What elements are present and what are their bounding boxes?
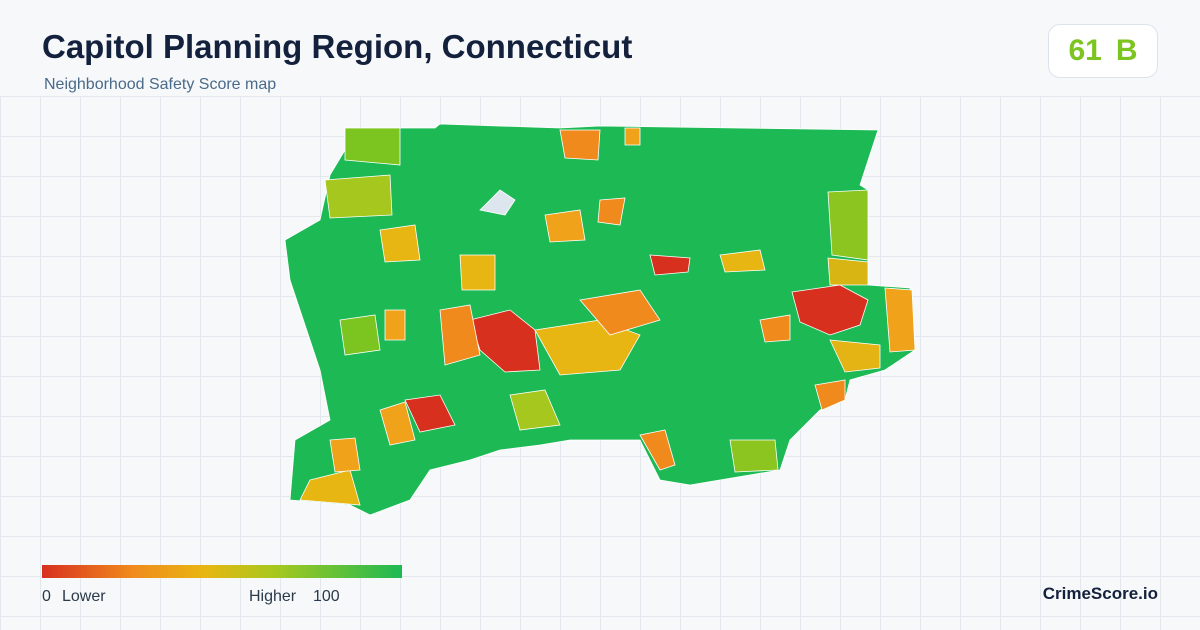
area [479,189,516,216]
area [624,127,641,146]
legend-max: 100 [313,588,340,605]
area [324,174,393,219]
area [379,401,416,446]
area [384,309,406,341]
score-grade: B [1115,34,1138,67]
subtitle: Neighborhood Safety Score map [44,76,277,93]
area [597,197,626,226]
title: Capitol Planning Region, Connecticut [42,28,633,65]
area [719,249,766,273]
area [791,284,869,336]
area [404,394,456,433]
area [544,209,586,243]
area [814,379,846,411]
legend-max-label: Higher [249,588,297,605]
area [299,469,361,506]
score-badge: 61 B [1048,24,1158,78]
area [729,439,779,473]
area [459,254,496,291]
area [339,314,381,356]
area [884,287,916,353]
area [439,304,481,366]
legend-min: 0 [42,588,51,605]
area [639,429,676,471]
score-value: 61 [1068,34,1102,67]
area [759,314,791,343]
legend-min-label: Lower [62,588,106,605]
area [379,224,421,263]
brand: CrimeScore.io [1042,584,1158,603]
area [829,339,881,373]
area [649,254,691,276]
area [579,289,661,336]
area [827,257,869,286]
area [559,129,601,161]
area [509,389,561,431]
area [344,127,401,166]
area [469,309,541,373]
area [329,437,361,473]
legend-gradient [42,565,402,578]
area [827,189,869,261]
